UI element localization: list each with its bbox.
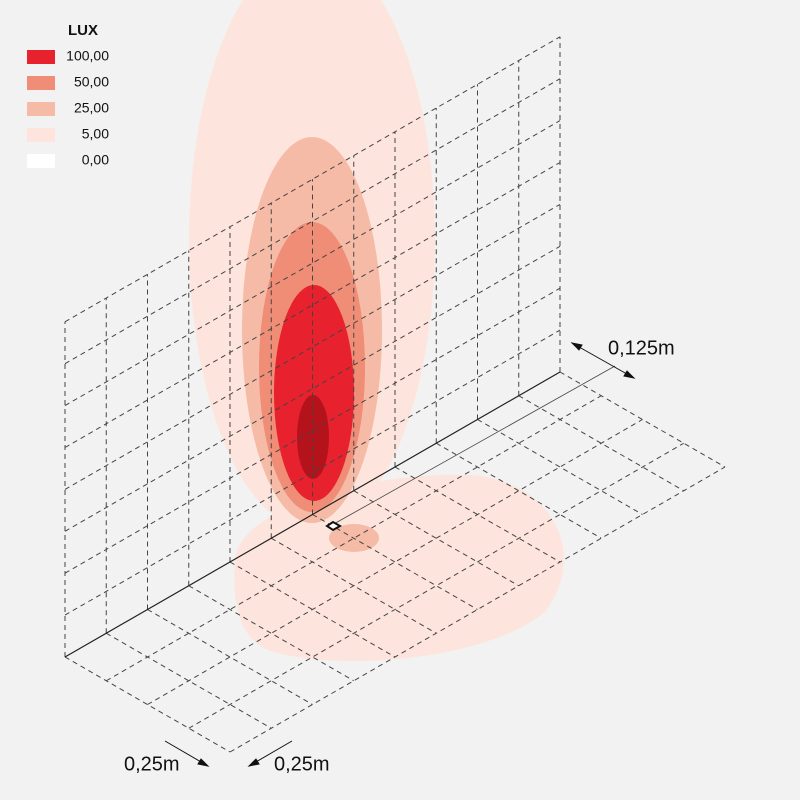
luminaire <box>325 520 343 532</box>
wall-contour-100 <box>274 285 354 501</box>
dim-line <box>571 342 635 379</box>
dimension-label: 0,25m <box>274 753 330 775</box>
dim-arrow <box>570 342 636 379</box>
legend-swatch <box>27 102 55 116</box>
floor-grid-line <box>518 395 684 492</box>
legend-swatch <box>27 50 55 64</box>
floor-grid-line <box>559 371 726 468</box>
dimension-label: 0,125m <box>608 337 675 359</box>
floor-grid-line <box>229 561 396 658</box>
dim-arrow <box>247 758 260 767</box>
floor-grid-line <box>64 656 231 753</box>
dimension-label: 0,25m <box>124 753 180 775</box>
wall-peak <box>297 395 329 479</box>
legend-swatch <box>27 128 55 142</box>
legend-swatch <box>27 76 55 90</box>
legend: 100,00 50,00 25,00 5,00 0,00 <box>27 48 109 168</box>
floor-grid-line <box>394 466 561 563</box>
grid <box>64 36 726 753</box>
floor-grid-line <box>188 585 354 682</box>
floor-grid-line <box>477 419 643 515</box>
legend-label: 50,00 <box>74 74 109 90</box>
dim-arrow <box>197 758 210 767</box>
offset-line <box>331 365 616 526</box>
floor-grid-line <box>436 442 602 539</box>
legend-label: 5,00 <box>82 126 109 142</box>
legend-label: 0,00 <box>82 152 109 168</box>
legend-label: 25,00 <box>74 100 109 116</box>
floor-grid-line <box>353 490 519 587</box>
legend-title: LUX <box>68 22 98 39</box>
wall-base-line <box>64 371 561 658</box>
floor-grid-line <box>271 537 437 634</box>
contours <box>189 0 564 662</box>
dimension-markers <box>164 342 636 767</box>
legend-swatch <box>27 154 55 168</box>
floor-grid-line <box>106 632 272 729</box>
legend-label: 100,00 <box>66 48 109 64</box>
floor-grid-line <box>312 514 478 610</box>
floor-grid-line <box>147 609 313 705</box>
